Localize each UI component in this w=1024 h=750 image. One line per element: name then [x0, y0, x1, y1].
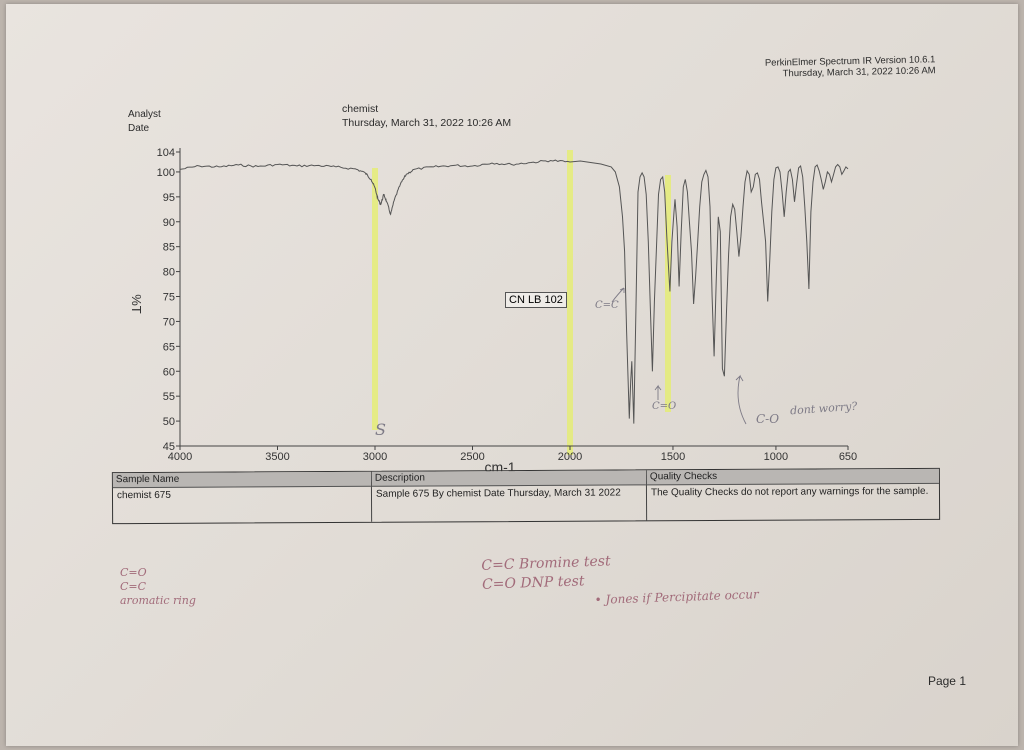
arrow-co — [654, 384, 662, 400]
y-tick-label-60: 60 — [163, 366, 175, 378]
handwritten-s: S — [375, 420, 386, 439]
center-notes: C=C Bromine test C=O DNP test • Jones if… — [481, 547, 759, 614]
x-tick-label-3000: 3000 — [363, 451, 387, 463]
x-tick-label-2500: 2500 — [460, 451, 484, 463]
highlighter-marks — [372, 150, 671, 455]
quality-value: The Quality Checks do not report any war… — [650, 485, 929, 499]
y-tick-label-90: 90 — [163, 217, 175, 229]
date-label: Date — [128, 123, 150, 134]
printed-page — [6, 4, 1018, 746]
analyst-label: Analyst — [128, 109, 161, 120]
x-tick-label-1500: 1500 — [661, 451, 685, 463]
sample-name-value: chemist 675 — [116, 489, 171, 502]
description-label: Description — [371, 470, 646, 487]
sample-name-cell: Sample Name chemist 675 — [112, 471, 373, 524]
left-note-2: C=C — [120, 580, 147, 593]
y-tick-label-95: 95 — [163, 192, 175, 204]
y-tick-label-65: 65 — [163, 341, 175, 353]
y-tick-label-104: 104 — [157, 147, 175, 159]
x-tick-label-4000: 4000 — [168, 451, 192, 463]
analyst-value: chemist — [342, 103, 379, 115]
highlight-band-1 — [372, 168, 378, 430]
date-value: Thursday, March 31, 2022 10:26 AM — [342, 117, 512, 129]
sample-info-table: Sample Name chemist 675 Description Samp… — [111, 467, 941, 525]
meta-values: chemist Thursday, March 31, 2022 10:26 A… — [342, 102, 511, 130]
highlight-band-3 — [665, 175, 671, 412]
handwritten-co-peak: C=O — [652, 401, 677, 412]
x-tick-label-1000: 1000 — [764, 451, 788, 463]
sample-name-label: Sample Name — [112, 471, 371, 489]
y-tick-label-100: 100 — [157, 167, 175, 179]
pencil-arrows — [611, 287, 747, 425]
quality-cell: Quality Checks The Quality Checks do not… — [646, 468, 939, 521]
handwritten-cc-peak: C=C — [595, 300, 619, 311]
highlight-band-2 — [567, 150, 573, 455]
spectrum-line-1 — [179, 159, 849, 424]
y-tick-label-45: 45 — [163, 441, 175, 453]
left-notes: C=O C=C aromatic ring — [120, 566, 196, 608]
left-note-3: aromatic ring — [120, 594, 196, 607]
description-cell: Description Sample 675 By chemist Date T… — [371, 470, 648, 522]
meta-labels: Analyst Date — [128, 108, 161, 136]
x-tick-label-650: 650 — [839, 451, 857, 463]
left-note-1: C=O — [120, 566, 147, 579]
quality-label: Quality Checks — [646, 468, 939, 486]
x-tick-label-3500: 3500 — [265, 451, 289, 463]
sample-annotation: CN LB 102 — [505, 292, 567, 308]
y-axis-label: %T — [129, 294, 144, 314]
y-tick-label-80: 80 — [163, 267, 175, 279]
handwritten-c-o: C-O — [756, 412, 780, 426]
y-tick-label-75: 75 — [163, 292, 175, 304]
arrow-cc — [611, 287, 625, 303]
spectrum-plot — [179, 159, 849, 424]
y-tick-label-50: 50 — [163, 416, 175, 428]
y-tick-label-55: 55 — [163, 391, 175, 403]
y-tick-label-70: 70 — [163, 316, 175, 328]
page-number: Page 1 — [927, 674, 966, 688]
arrow-c-o — [735, 374, 747, 425]
x-tick-label-2000: 2000 — [558, 451, 582, 463]
description-value: Sample 675 By chemist Date Thursday, Mar… — [375, 487, 621, 500]
y-tick-label-85: 85 — [163, 242, 175, 254]
